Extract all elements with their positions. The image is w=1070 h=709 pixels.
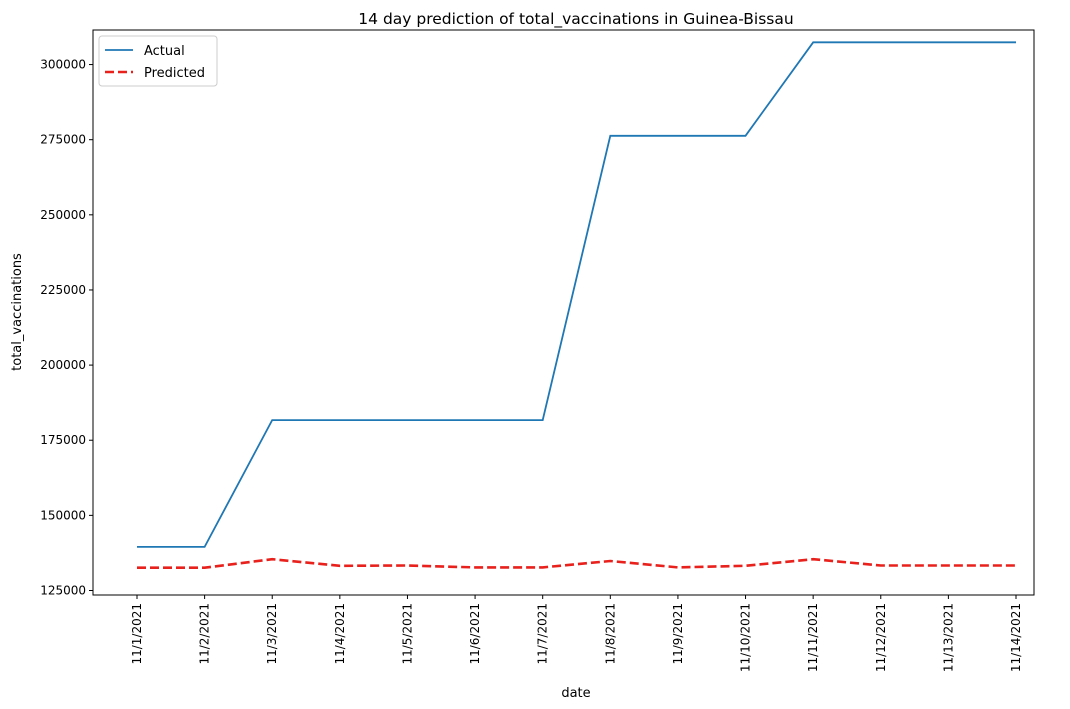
x-tick-label: 11/6/2021 bbox=[468, 603, 482, 665]
y-axis: 125000 150000 175000 200000 225000 250000 2750… bbox=[40, 58, 93, 597]
chart-title: 14 day prediction of total_vaccinations … bbox=[358, 10, 793, 29]
y-axis-label: total_vaccinations bbox=[10, 253, 25, 371]
x-tick-label: 11/4/2021 bbox=[333, 603, 347, 665]
x-tick-label: 11/7/2021 bbox=[536, 603, 550, 665]
plot-area bbox=[92, 29, 1035, 596]
y-tick-label: 200000 bbox=[40, 358, 86, 372]
x-tick-label: 11/2/2021 bbox=[198, 603, 212, 665]
x-tick-label: 11/14/2021 bbox=[1009, 603, 1023, 672]
legend-label-predicted: Predicted bbox=[144, 66, 205, 81]
x-axis: 11/1/2021 11/2/2021 11/3/2021 11/4/2021 11/5… bbox=[130, 595, 1023, 672]
x-axis-label: date bbox=[561, 686, 590, 701]
legend: Actual Predicted bbox=[98, 35, 218, 87]
x-tick-label: 11/11/2021 bbox=[806, 603, 820, 672]
y-tick-label: 250000 bbox=[40, 208, 86, 222]
x-tick-label: 11/3/2021 bbox=[265, 603, 279, 665]
x-tick-label: 11/1/2021 bbox=[130, 603, 144, 665]
y-tick-label: 275000 bbox=[40, 133, 86, 147]
x-tick-label: 11/12/2021 bbox=[874, 603, 888, 672]
x-tick-label: 11/10/2021 bbox=[739, 603, 753, 672]
x-tick-label: 11/9/2021 bbox=[671, 603, 685, 665]
x-tick-label: 11/5/2021 bbox=[400, 603, 414, 665]
y-tick-label: 300000 bbox=[40, 58, 86, 72]
x-tick-label: 11/8/2021 bbox=[603, 603, 617, 665]
legend-label-actual: Actual bbox=[144, 44, 185, 59]
y-tick-label: 150000 bbox=[40, 508, 86, 522]
y-tick-label: 225000 bbox=[40, 283, 86, 297]
series-layer bbox=[137, 41, 1016, 570]
y-tick-label: 175000 bbox=[40, 433, 86, 447]
x-tick-label: 11/13/2021 bbox=[941, 603, 955, 672]
series-line-actual bbox=[137, 41, 1016, 548]
legend-box bbox=[98, 35, 218, 87]
y-tick-label: 125000 bbox=[40, 583, 86, 597]
series-line-predicted bbox=[137, 557, 1016, 570]
